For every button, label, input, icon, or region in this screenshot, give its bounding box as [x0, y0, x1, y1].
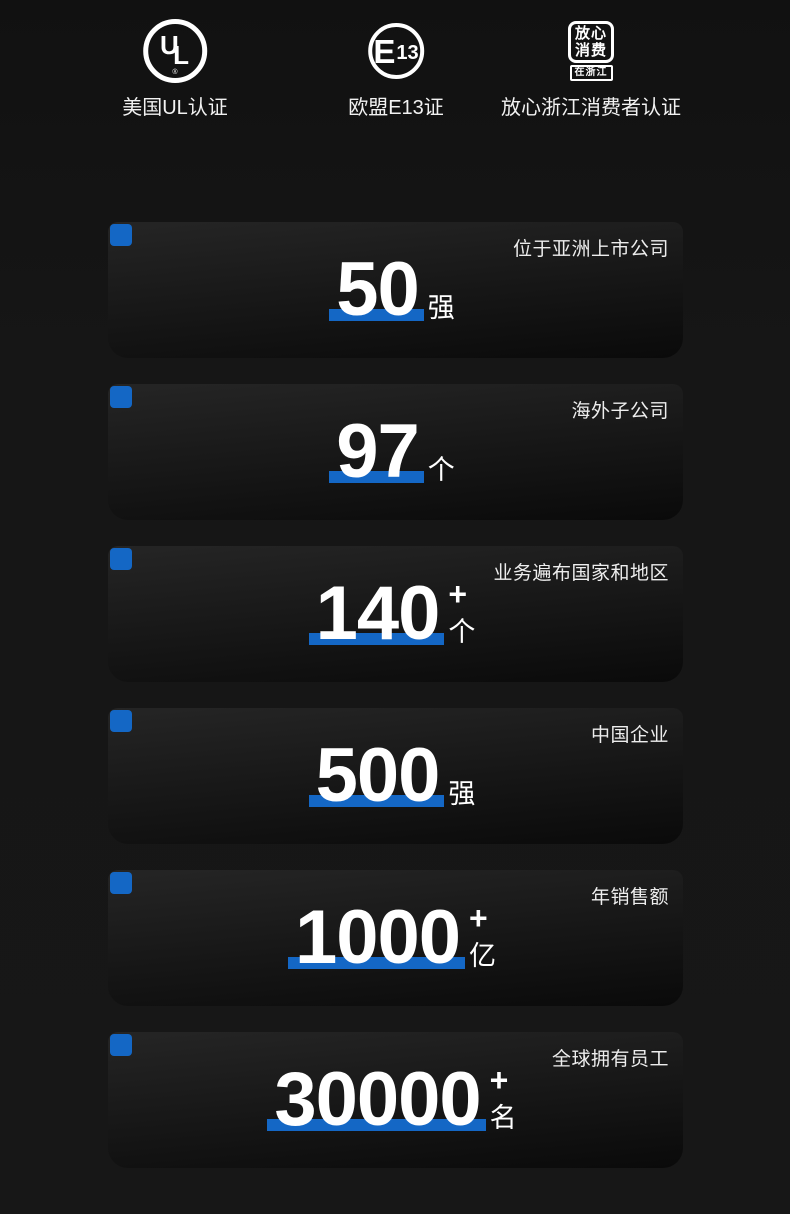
stat-card-label: 年销售额 — [590, 887, 669, 908]
stat-suffix: 强 — [428, 258, 455, 322]
stat-plus-sign: + — [469, 900, 488, 936]
blue-underline-bar — [267, 1119, 486, 1131]
stat-card-label: 海外子公司 — [571, 401, 669, 422]
cert-ul: U L ® 美国UL认证 — [122, 12, 228, 120]
stat-suffix: + 名 — [489, 1062, 517, 1133]
ul-letter-l: L — [173, 40, 189, 70]
stat-card: 全球拥有员工 30000 + 名 — [108, 1032, 683, 1168]
cert-ul-label: 美国UL认证 — [122, 97, 228, 119]
stat-number-row: 140 + 个 — [308, 576, 476, 652]
stat-number-wrap: 1000 — [287, 900, 466, 976]
blue-corner-chip — [110, 224, 132, 246]
cert-zhejiang: 放心 消费 在浙江 放心浙江消费者认证 — [501, 12, 681, 120]
stat-value: 500 — [315, 733, 441, 818]
cert-zhejiang-label: 放心浙江消费者认证 — [501, 97, 681, 119]
stat-card: 业务遍布国家和地区 140 + 个 — [108, 546, 683, 682]
blue-underline-bar — [329, 309, 424, 321]
stat-value: 140 — [315, 571, 441, 656]
stat-suffix: 强 — [448, 744, 475, 808]
stat-value: 1000 — [294, 895, 461, 980]
stat-number-wrap: 50 — [329, 252, 424, 328]
blue-corner-chip — [110, 548, 132, 570]
stat-card: 年销售额 1000 + 亿 — [108, 870, 683, 1006]
stat-plus-sign: + — [448, 576, 468, 612]
stat-suffix: + 亿 — [469, 900, 497, 971]
stat-number-row: 50 强 — [329, 252, 455, 328]
stat-plus-sign: + — [489, 1062, 509, 1098]
stat-card: 位于亚洲上市公司 50 强 — [108, 222, 683, 358]
stat-number-row: 1000 + 亿 — [287, 900, 497, 976]
e13-digits: 13 — [396, 41, 419, 64]
stat-card-label: 全球拥有员工 — [551, 1049, 669, 1070]
stat-number-wrap: 140 — [308, 576, 445, 652]
stat-unit: 名 — [489, 1103, 517, 1133]
stat-unit: 强 — [427, 293, 455, 323]
stat-number-wrap: 500 — [308, 738, 445, 814]
e13-certification-icon: E 13 — [368, 23, 424, 79]
stat-number-wrap: 30000 — [267, 1062, 486, 1138]
stat-number-row: 30000 + 名 — [267, 1062, 517, 1138]
stat-card: 中国企业 500 强 — [108, 708, 683, 844]
stat-unit: 强 — [448, 779, 476, 809]
stat-unit: 亿 — [469, 941, 497, 971]
stat-number-row: 500 强 — [308, 738, 475, 814]
seal-line2: 消费 — [574, 42, 607, 59]
blue-corner-chip — [110, 1034, 132, 1056]
stat-number-row: 97 个 — [329, 414, 455, 490]
blue-underline-bar — [308, 795, 445, 807]
stat-value: 50 — [336, 247, 420, 332]
ul-icon-area: U L ® — [142, 12, 207, 90]
zhejiang-consumer-seal-icon: 放心 消费 在浙江 — [568, 21, 614, 81]
stat-unit: 个 — [448, 617, 476, 647]
seal-main-box: 放心 消费 — [568, 21, 614, 63]
seal-icon-area: 放心 消费 在浙江 — [568, 12, 614, 90]
seal-line1: 放心 — [574, 24, 607, 42]
ul-letter-u: U — [159, 30, 179, 60]
stat-card-label: 业务遍布国家和地区 — [493, 563, 669, 584]
ul-certification-icon: U L ® — [142, 19, 207, 83]
certifications-row: U L ® 美国UL认证 E 13 欧盟E13证 放心 — [0, 12, 790, 124]
stat-value: 97 — [336, 409, 420, 494]
stat-number-wrap: 97 — [329, 414, 424, 490]
stat-value: 30000 — [274, 1057, 481, 1142]
stat-card-label: 中国企业 — [590, 725, 669, 746]
cert-e13: E 13 欧盟E13证 — [348, 12, 444, 120]
stat-card: 海外子公司 97 个 — [108, 384, 683, 520]
blue-corner-chip — [110, 710, 132, 732]
seal-banner: 在浙江 — [569, 65, 613, 81]
blue-underline-bar — [308, 633, 445, 645]
blue-underline-bar — [329, 471, 424, 483]
cert-e13-label: 欧盟E13证 — [348, 97, 444, 119]
stat-unit: 个 — [427, 455, 455, 485]
stat-card-label: 位于亚洲上市公司 — [512, 239, 669, 260]
stats-list: 位于亚洲上市公司 50 强 海外子公司 97 — [108, 222, 683, 1168]
blue-corner-chip — [110, 872, 132, 894]
e13-letter-e: E — [373, 32, 396, 70]
e13-icon-area: E 13 — [368, 12, 424, 90]
stat-suffix: 个 — [428, 420, 455, 484]
registered-mark: ® — [172, 69, 178, 76]
blue-corner-chip — [110, 386, 132, 408]
blue-underline-bar — [287, 957, 466, 969]
stat-suffix: + 个 — [448, 576, 476, 647]
